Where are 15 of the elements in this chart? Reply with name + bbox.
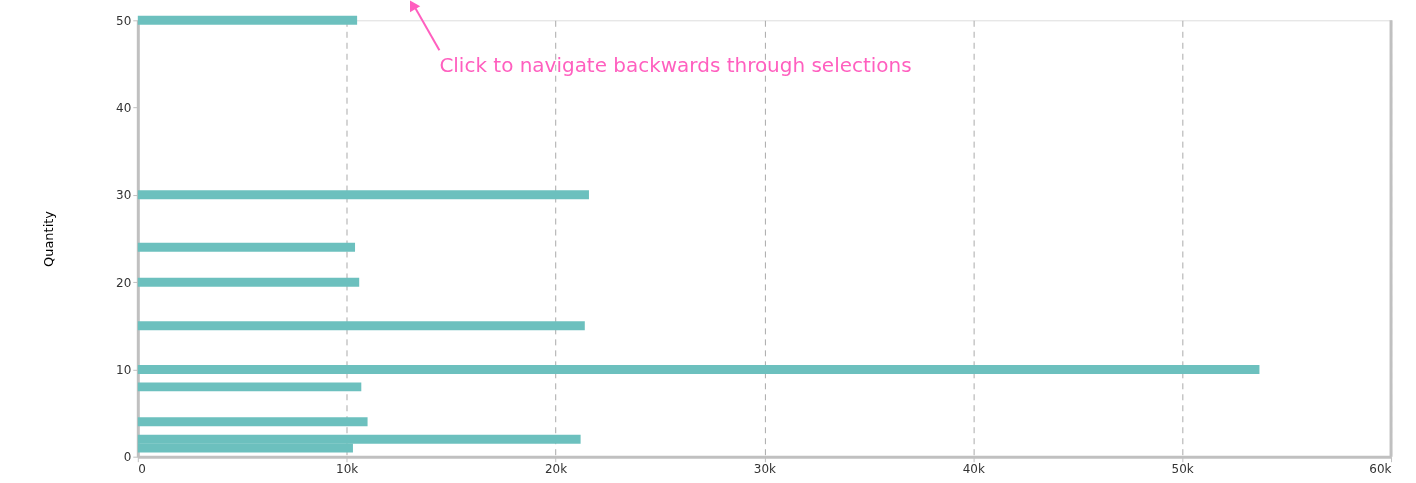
x-tick-label: 60k — [1369, 462, 1392, 477]
y-tick-label: 20 — [116, 275, 132, 290]
x-tick-label: 20k — [544, 462, 568, 477]
y-tick-label: 10 — [116, 362, 132, 377]
x-tick-label: 50k — [1171, 462, 1194, 477]
x-tick-label: 0 — [138, 462, 146, 477]
x-tick-label: 40k — [962, 462, 985, 477]
y-axis-title: Quantity — [41, 210, 57, 268]
y-tick-label: 40 — [116, 101, 132, 116]
y-tick-label: 0 — [123, 450, 132, 465]
x-tick-label: 30k — [753, 462, 777, 477]
annotation: Click to navigate backwards through selections — [439, 53, 912, 78]
y-tick-label: 50 — [116, 13, 132, 28]
x-tick-label: 10k — [336, 462, 359, 477]
y-tick-label: 30 — [116, 188, 132, 203]
